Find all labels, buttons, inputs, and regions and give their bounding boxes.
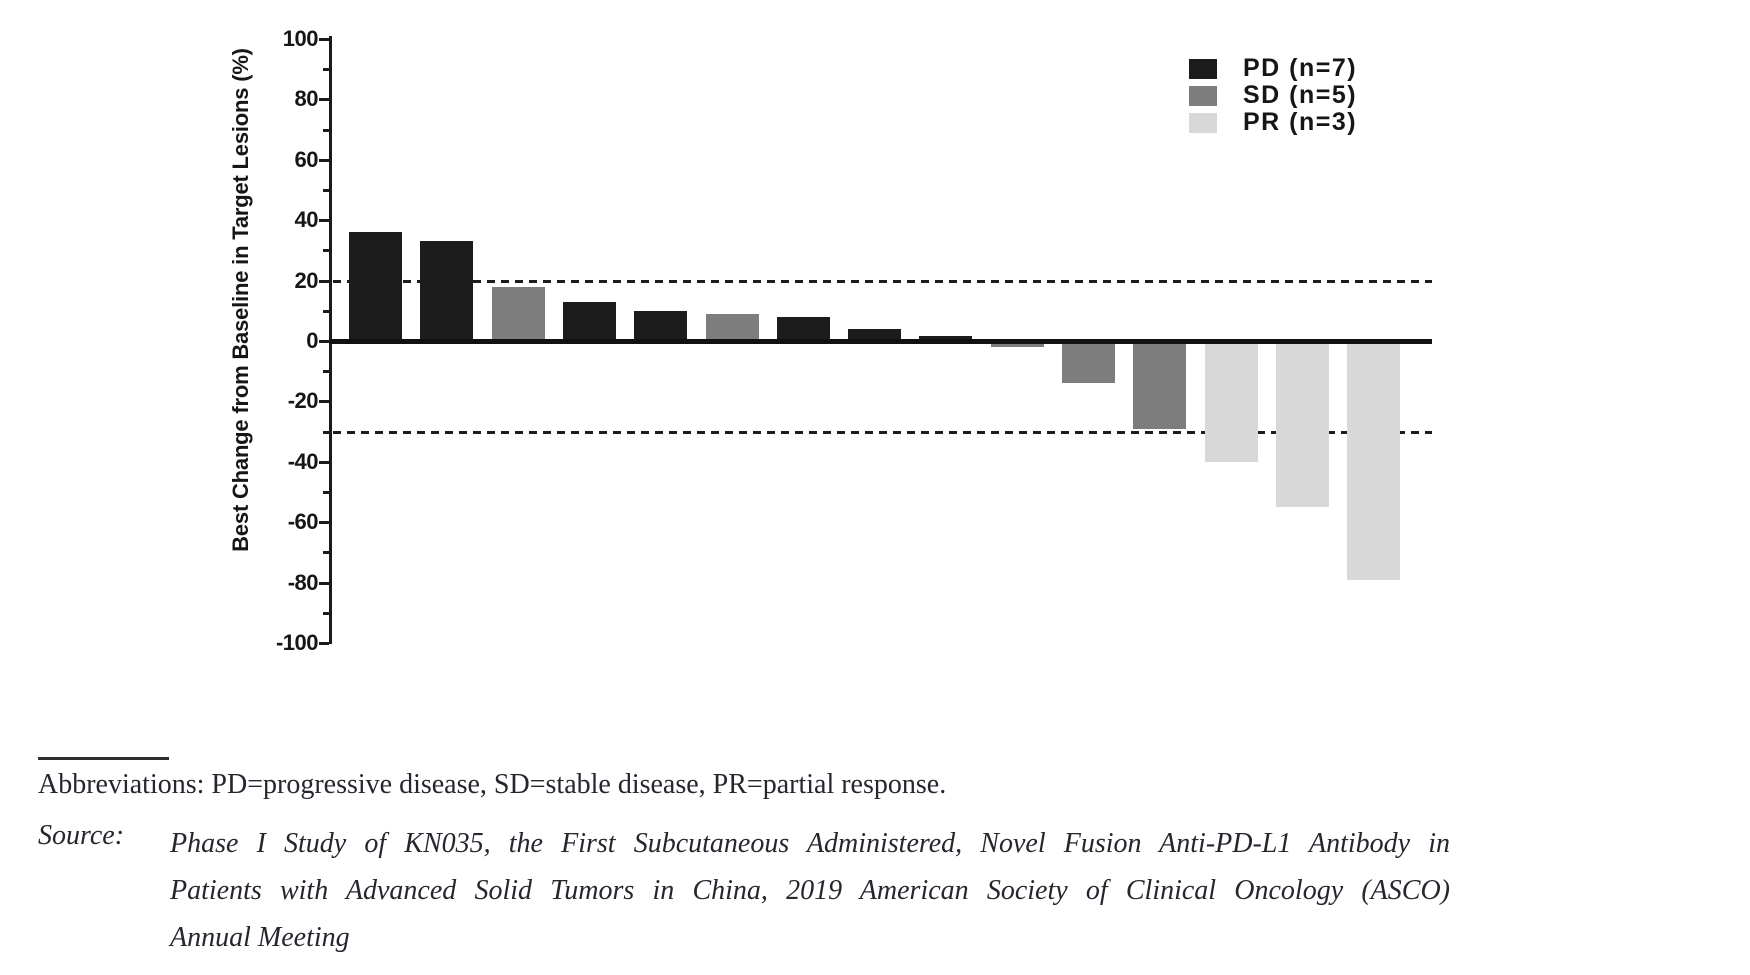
chart-legend: PD (n=7) SD (n=5) PR (n=3)	[1189, 54, 1358, 136]
source-line: Phase I Study of KN035, the First Subcut…	[170, 828, 1450, 859]
bar-sd	[1062, 341, 1115, 384]
legend-row: SD (n=5)	[1189, 81, 1358, 109]
y-axis-minor-tick	[323, 491, 329, 494]
y-axis-major-tick	[319, 38, 329, 41]
y-axis-minor-tick	[323, 309, 329, 313]
y-axis-major-tick	[319, 521, 329, 525]
bar-sd	[1133, 341, 1186, 429]
y-axis-tick-label: 100	[282, 26, 319, 51]
reference-dashed-line	[333, 279, 1432, 283]
y-axis-major-tick	[319, 642, 329, 645]
y-axis-tick-label: 60	[294, 146, 319, 172]
reference-dashed-line	[333, 430, 1432, 434]
y-axis-minor-tick	[323, 189, 329, 192]
legend-row: PD (n=7)	[1189, 54, 1358, 82]
y-axis-tick-label: -20	[287, 388, 319, 414]
y-axis-tick-label: 20	[294, 267, 319, 293]
legend-label: PD (n=7)	[1243, 54, 1358, 82]
source-label: Source:	[38, 820, 125, 851]
y-axis-minor-tick	[323, 551, 329, 555]
bar-pd	[563, 301, 616, 341]
bar-pd	[848, 328, 901, 341]
bar-pr	[1205, 341, 1258, 462]
y-axis-minor-tick	[323, 430, 329, 434]
y-axis-tick-label: 80	[294, 86, 319, 112]
bar-pd	[919, 336, 972, 341]
legend-swatch-pd	[1189, 58, 1217, 79]
y-axis-minor-tick	[323, 370, 329, 374]
y-axis-title: Best Change from Baseline in Target Lesi…	[228, 48, 253, 552]
y-axis-major-tick	[319, 460, 329, 464]
legend-label: PR (n=3)	[1243, 108, 1358, 136]
y-axis-major-tick	[319, 219, 329, 223]
y-axis-tick-label: -80	[287, 569, 319, 595]
legend-label: SD (n=5)	[1243, 81, 1358, 109]
legend-swatch-pr	[1189, 112, 1217, 133]
bar-pr	[1276, 341, 1329, 508]
y-axis-tick-label: -60	[287, 509, 319, 535]
bar-pd	[420, 241, 473, 341]
y-axis-minor-tick	[323, 249, 329, 253]
source-line: Patients with Advanced Solid Tumors in C…	[170, 875, 1450, 906]
bar-sd	[991, 341, 1044, 348]
bar-pd	[634, 310, 687, 341]
source-citation: Phase I Study of KN035, the First Subcut…	[170, 820, 1450, 961]
zero-baseline	[329, 339, 1432, 344]
y-axis-major-tick	[319, 279, 329, 283]
waterfall-chart: Best Change from Baseline in Target Lesi…	[228, 26, 1432, 655]
bar-sd	[492, 286, 545, 341]
bar-pd	[777, 316, 830, 341]
y-axis-major-tick	[319, 400, 329, 404]
bar-pr	[1347, 341, 1400, 580]
abbreviations-note: Abbreviations: PD=progressive disease, S…	[38, 769, 947, 800]
bar-pd	[349, 232, 402, 341]
y-axis-tick-label: -100	[275, 630, 319, 655]
y-axis-major-tick	[319, 581, 329, 585]
y-axis-tick-label: 0	[306, 328, 318, 353]
y-axis-minor-tick	[323, 611, 329, 615]
y-axis-tick-label: 40	[294, 207, 319, 233]
y-axis-minor-tick	[323, 68, 329, 72]
y-axis-tick-label: -40	[287, 448, 319, 474]
bar-sd	[706, 313, 759, 341]
y-axis-major-tick	[319, 340, 329, 343]
y-axis-minor-tick	[323, 128, 329, 132]
y-axis-major-tick	[319, 158, 329, 162]
y-axis-major-tick	[319, 98, 329, 102]
footnote-rule	[38, 757, 169, 760]
legend-swatch-sd	[1189, 85, 1217, 106]
source-line: Annual Meeting	[170, 922, 350, 953]
legend-row: PR (n=3)	[1189, 108, 1358, 136]
